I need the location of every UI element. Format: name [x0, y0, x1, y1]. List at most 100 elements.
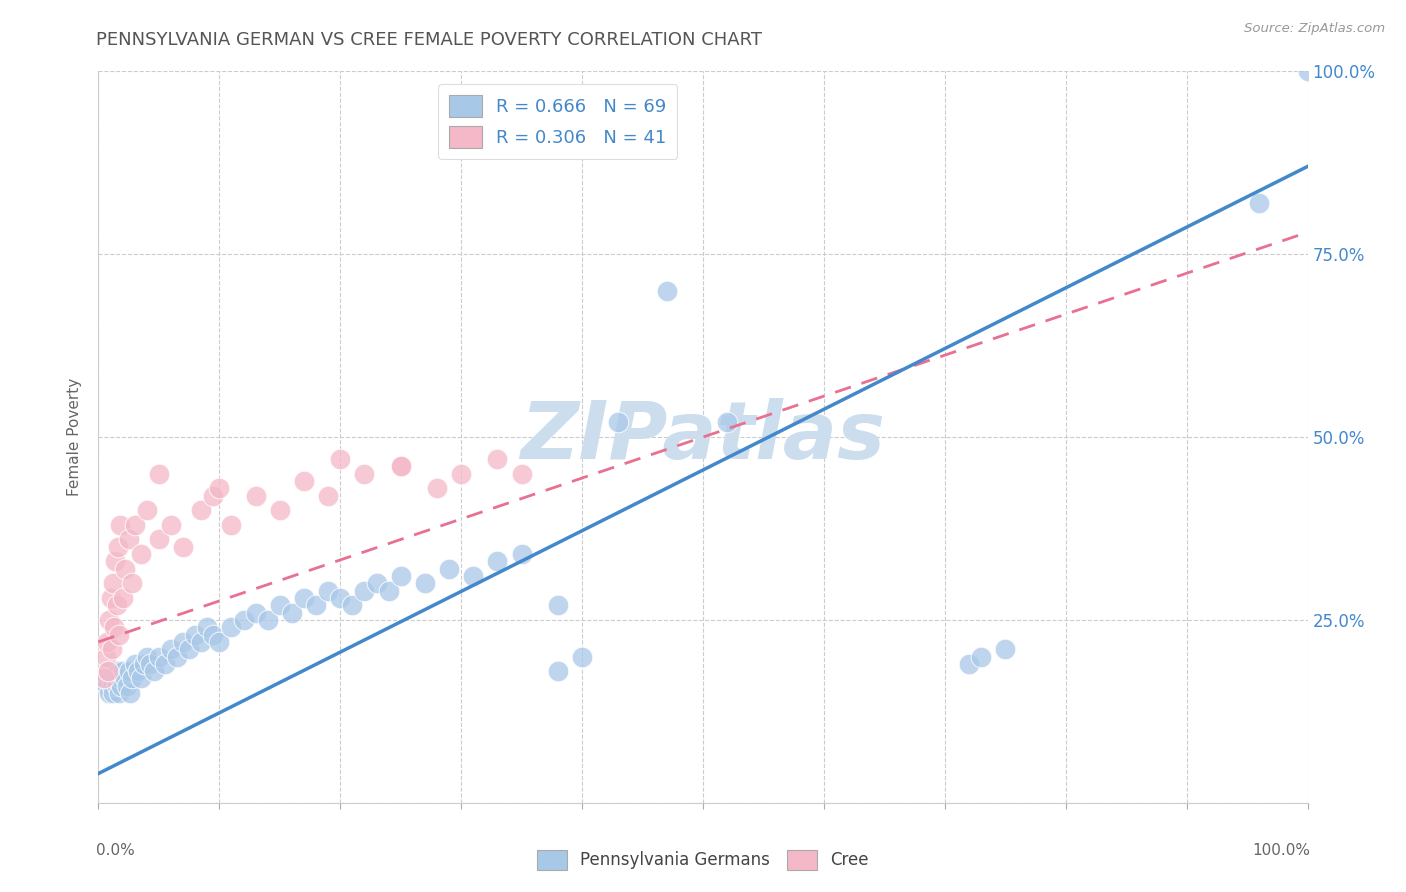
Point: [389, 569, 412, 583]
Point: [107, 540, 129, 554]
Point: [607, 416, 630, 430]
Point: [547, 664, 569, 678]
Legend: R = 0.666   N = 69, R = 0.306   N = 41: R = 0.666 N = 69, R = 0.306 N = 41: [439, 84, 678, 159]
Point: [232, 613, 254, 627]
Point: [118, 533, 141, 547]
Point: [103, 620, 125, 634]
Point: [143, 664, 166, 678]
Point: [389, 459, 412, 474]
Point: [93, 672, 115, 686]
Point: [292, 474, 315, 488]
Point: [160, 517, 183, 532]
Point: [111, 591, 134, 605]
Point: [571, 649, 593, 664]
Point: [486, 452, 509, 467]
Point: [96, 635, 118, 649]
Text: PENNSYLVANIA GERMAN VS CREE FEMALE POVERTY CORRELATION CHART: PENNSYLVANIA GERMAN VS CREE FEMALE POVER…: [96, 31, 762, 49]
Point: [127, 664, 149, 678]
Point: [292, 591, 315, 605]
Point: [121, 672, 143, 686]
Point: [111, 664, 134, 678]
Point: [195, 620, 218, 634]
Point: [221, 620, 243, 634]
Point: [103, 664, 125, 678]
Point: [281, 606, 304, 620]
Point: [98, 613, 121, 627]
Point: [208, 481, 231, 495]
Point: [96, 679, 118, 693]
Point: [148, 467, 170, 481]
Point: [970, 649, 993, 664]
Point: [160, 642, 183, 657]
Point: [118, 664, 141, 678]
Point: [105, 679, 128, 693]
Point: [957, 657, 980, 671]
Point: [101, 576, 124, 591]
Point: [179, 642, 201, 657]
Point: [316, 489, 339, 503]
Point: [172, 540, 194, 554]
Point: [110, 679, 132, 693]
Point: [117, 679, 139, 693]
Point: [124, 657, 146, 671]
Point: [104, 672, 127, 686]
Point: [93, 672, 115, 686]
Point: [148, 533, 170, 547]
Point: [100, 672, 122, 686]
Point: [269, 599, 291, 613]
Point: [716, 416, 738, 430]
Point: [202, 627, 225, 641]
Point: [148, 649, 170, 664]
Point: [1296, 64, 1319, 78]
Point: [108, 517, 131, 532]
Point: [100, 591, 122, 605]
Point: [316, 583, 339, 598]
Point: [135, 649, 157, 664]
Point: [245, 489, 267, 503]
Point: [413, 576, 436, 591]
Point: [510, 467, 533, 481]
Point: [463, 569, 485, 583]
Point: [450, 467, 472, 481]
Point: [172, 635, 194, 649]
Point: [221, 517, 243, 532]
Point: [190, 635, 212, 649]
Point: [208, 635, 231, 649]
Point: [366, 576, 388, 591]
Point: [426, 481, 449, 495]
Point: [510, 547, 533, 561]
Point: [305, 599, 328, 613]
Point: [245, 606, 267, 620]
Text: Source: ZipAtlas.com: Source: ZipAtlas.com: [1244, 22, 1385, 36]
Point: [129, 547, 152, 561]
Point: [153, 657, 176, 671]
Text: 0.0%: 0.0%: [96, 843, 135, 857]
Point: [129, 672, 152, 686]
Point: [114, 672, 136, 686]
Point: [107, 664, 129, 678]
Point: [353, 467, 375, 481]
Point: [547, 599, 569, 613]
Point: [389, 459, 412, 474]
Point: [97, 664, 120, 678]
Point: [256, 613, 278, 627]
Point: [655, 284, 678, 298]
Point: [329, 591, 352, 605]
Point: [437, 562, 460, 576]
Point: [100, 679, 122, 693]
Text: ZIPatlas: ZIPatlas: [520, 398, 886, 476]
Point: [114, 562, 136, 576]
Legend: Pennsylvania Germans, Cree: Pennsylvania Germans, Cree: [530, 843, 876, 877]
Point: [108, 686, 131, 700]
Point: [1249, 196, 1271, 211]
Point: [108, 672, 131, 686]
Point: [190, 503, 212, 517]
Point: [108, 627, 131, 641]
Point: [104, 554, 127, 568]
Point: [94, 649, 117, 664]
Point: [124, 517, 146, 532]
Point: [486, 554, 509, 568]
Point: [97, 664, 120, 678]
Point: [101, 686, 124, 700]
Point: [342, 599, 364, 613]
